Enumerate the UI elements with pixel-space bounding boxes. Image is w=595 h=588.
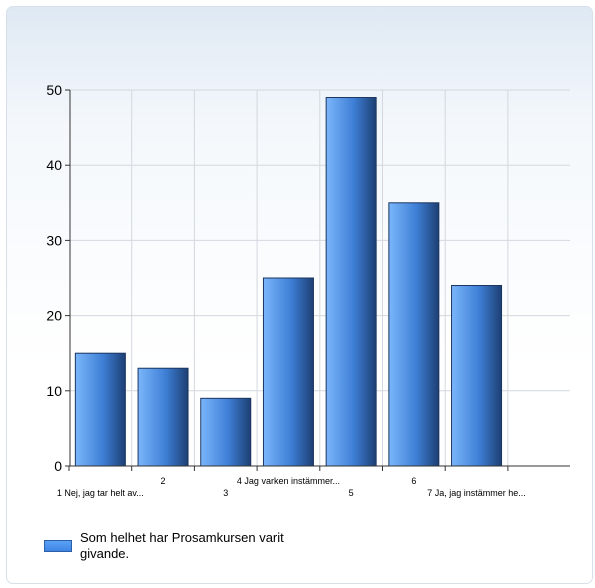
bar <box>200 397 252 467</box>
legend-swatch <box>44 540 72 552</box>
x-tick-label: 6 <box>411 476 416 486</box>
bar <box>325 97 377 467</box>
x-tick-label: 5 <box>349 488 354 498</box>
y-tick-label: 30 <box>46 232 62 248</box>
legend-label: Som helhet har Prosamkursen varit givand… <box>80 530 284 561</box>
bar <box>451 285 503 467</box>
x-tick-label: 1 Nej, jag tar helt av... <box>57 488 144 498</box>
y-tick-label: 0 <box>54 458 62 474</box>
x-tick-label: 4 Jag varken instämmer... <box>237 476 340 486</box>
legend: Som helhet har Prosamkursen varit givand… <box>44 530 300 562</box>
x-tick-label: 2 <box>161 476 166 486</box>
bar <box>137 367 189 467</box>
bar <box>262 277 314 467</box>
y-tick-label: 40 <box>46 157 62 173</box>
axes <box>65 89 570 471</box>
x-tick-label: 3 <box>223 488 228 498</box>
axis-labels: 0 10 20 30 40 50 1 Nej, jag tar helt av... 2 3 4 … <box>46 82 525 498</box>
y-tick-label: 10 <box>46 383 62 399</box>
bar <box>388 202 440 467</box>
y-tick-label: 20 <box>46 308 62 324</box>
bar <box>74 352 126 467</box>
x-tick-label: 7 Ja, jag instämmer he... <box>427 488 526 498</box>
bars <box>74 97 503 467</box>
y-tick-label: 50 <box>46 82 62 98</box>
